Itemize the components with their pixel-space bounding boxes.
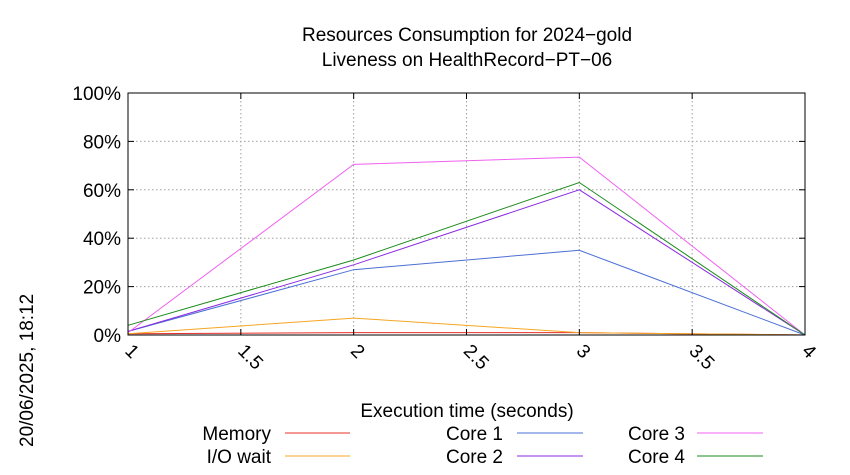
series-line-core-1 xyxy=(127,249,806,336)
legend-label-core-3: Core 3 xyxy=(628,424,685,445)
y-tick-label: 80% xyxy=(83,132,121,153)
x-axis-ticks: 1 1.5 2 2.5 3 3.5 4 xyxy=(120,93,820,374)
legend-label-memory: Memory xyxy=(202,424,271,445)
y-tick-label: 100% xyxy=(72,84,121,105)
x-tick-label: 2.5 xyxy=(459,341,493,375)
y-tick-label: 40% xyxy=(83,229,121,250)
x-tick-label: 3.5 xyxy=(685,341,719,375)
series-line-core-2 xyxy=(127,189,806,336)
y-axis-ticks: 0% 20% 40% 60% 80% 100% xyxy=(72,84,805,347)
y-tick-label: 20% xyxy=(83,278,121,299)
x-tick-label: 1 xyxy=(120,341,142,363)
chart-title: Resources Consumption for 2024−gold Live… xyxy=(302,25,632,71)
grid-lines xyxy=(128,93,805,335)
x-axis-label: Execution time (seconds) xyxy=(360,401,573,422)
series-line-core-4 xyxy=(127,181,806,336)
x-tick-label: 3 xyxy=(572,341,594,363)
chart-title-line-1: Resources Consumption for 2024−gold xyxy=(302,25,632,46)
y-tick-label: 60% xyxy=(83,181,121,202)
y-tick-label: 0% xyxy=(94,326,122,347)
x-tick-label: 1.5 xyxy=(233,341,267,375)
side-timestamp-label: 20/06/2025, 18:12 xyxy=(17,294,38,447)
legend-label-i-o-wait: I/O wait xyxy=(207,447,272,468)
chart-title-line-2: Liveness on HealthRecord−PT−06 xyxy=(322,50,612,71)
series-line-core-3 xyxy=(127,156,806,336)
x-tick-label: 2 xyxy=(346,341,368,363)
legend-label-core-2: Core 2 xyxy=(446,447,503,468)
legend-label-core-1: Core 1 xyxy=(446,424,503,445)
x-tick-label: 4 xyxy=(797,341,820,364)
legend-label-core-4: Core 4 xyxy=(628,447,685,468)
